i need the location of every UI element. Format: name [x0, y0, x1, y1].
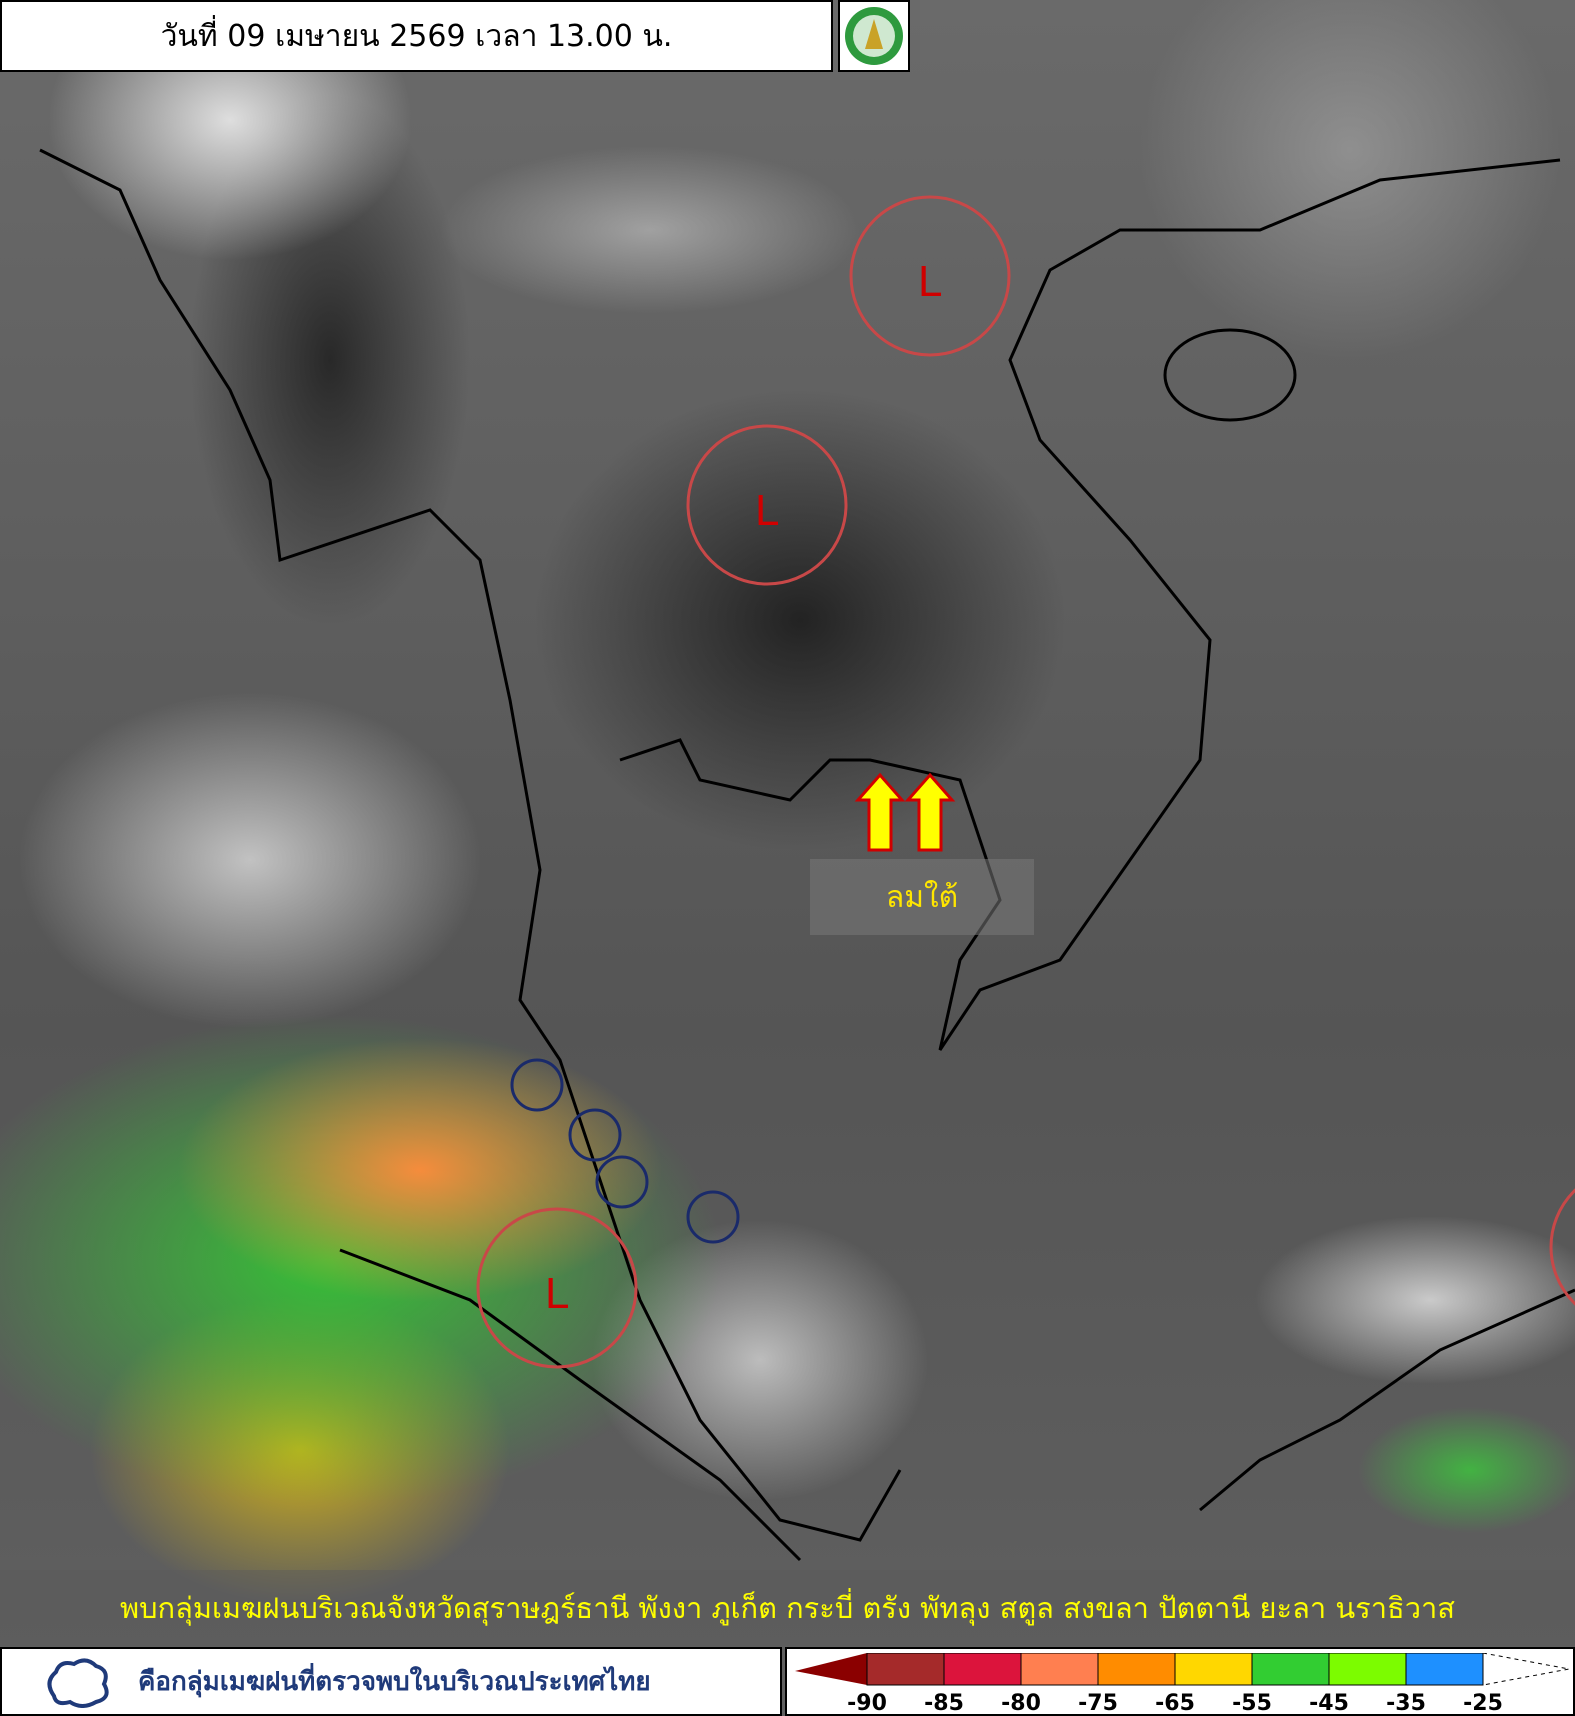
low-label-3: L [545, 1269, 569, 1318]
arrow-up-icon [904, 772, 956, 852]
colorbar-swatch [1405, 1653, 1484, 1686]
low-label-2: L [755, 486, 779, 535]
colorbar-tick: -65 [1155, 1691, 1195, 1716]
colorbar-swatch [1020, 1653, 1099, 1686]
low-label-1: L [918, 257, 942, 306]
tmd-logo [838, 0, 910, 72]
colorbar-tick: -80 [1001, 1691, 1041, 1716]
colorbar-tick: -45 [1309, 1691, 1349, 1716]
rain-cloud-markers [510, 1058, 740, 1244]
map-overlay: L L L [39, 148, 1575, 1562]
colorbar-swatch [1328, 1653, 1407, 1686]
colorbar-swatch [1251, 1653, 1330, 1686]
colorbar-swatch [943, 1653, 1022, 1686]
colorbar-arrow-warm [1482, 1653, 1570, 1686]
colorbar-tick: -35 [1386, 1691, 1426, 1716]
colorbar-swatch [866, 1653, 945, 1686]
date-time-title: วันที่ 09 เมษายน 2569 เวลา 13.00 น. [0, 0, 833, 72]
coastlines [39, 148, 1575, 1562]
colorbar-tick: -75 [1078, 1691, 1118, 1716]
colorbar-swatch [1174, 1653, 1253, 1686]
rain-area-caption: พบกลุ่มเมฆฝนบริเวณจังหวัดสุราษฎร์ธานี พั… [0, 1570, 1575, 1646]
low-pressure-circle-3 [476, 1207, 638, 1369]
temperature-colorbar: -90 -85 -80 -75 -65 -55 -45 -35 -25 [785, 1647, 1575, 1716]
arrow-up-icon [854, 772, 906, 852]
colorbar-tick: -55 [1232, 1691, 1272, 1716]
low-pressure-circle-1 [849, 195, 1011, 357]
colorbar-tick: -90 [847, 1691, 887, 1716]
low-pressure-circle-4 [1549, 1188, 1575, 1306]
colorbar-tick: -85 [924, 1691, 964, 1716]
colorbar-tick: -25 [1463, 1691, 1503, 1716]
colorbar-arrow-cold [795, 1653, 867, 1685]
cloud-outline-icon [47, 1658, 109, 1708]
south-wind-label: ลมใต้ [810, 859, 1034, 935]
cloud-legend-text: คือกลุ่มเมฆฝนที่ตรวจพบในบริเวณประเทศไทย [138, 1667, 651, 1697]
cloud-legend: คือกลุ่มเมฆฝนที่ตรวจพบในบริเวณประเทศไทย [0, 1647, 782, 1716]
colorbar-swatch [1097, 1653, 1176, 1686]
low-pressure-circle-2 [686, 424, 848, 586]
